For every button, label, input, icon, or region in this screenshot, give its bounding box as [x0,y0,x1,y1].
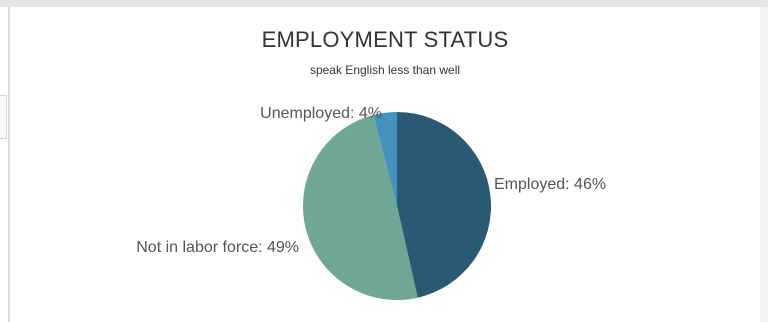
pie-labels: Employed: 46% Not in labor force: 49% Unem… [136,105,606,256]
pie-label-not-in-labor-force: Not in labor force: 49% [136,239,299,256]
chart-subtitle: speak English less than well [309,63,461,77]
dashboard-top-border [0,0,768,7]
pie-slice-employed[interactable] [397,112,491,298]
pie-slice-not-in-labor-force[interactable] [303,115,418,300]
pie-label-employed: Employed: 46% [494,176,606,193]
pie-slice-unemployed[interactable] [373,112,397,206]
chart-title: EMPLOYMENT STATUS [261,27,509,52]
pie-slices [303,112,491,300]
pie-label-unemployed: Unemployed: 4% [260,105,382,122]
dashboard-right-border [760,7,768,322]
side-panel-tab[interactable] [0,95,7,139]
dashboard-left-border [8,7,10,322]
